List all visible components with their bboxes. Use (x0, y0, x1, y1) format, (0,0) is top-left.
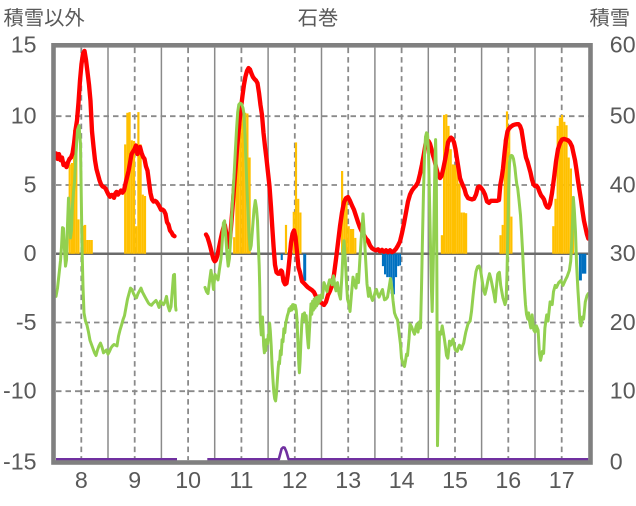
svg-text:-15: -15 (3, 449, 37, 475)
svg-text:5: 5 (24, 171, 37, 197)
svg-text:-10: -10 (3, 378, 37, 404)
svg-text:20: 20 (610, 309, 636, 335)
svg-text:30: 30 (610, 240, 636, 266)
svg-text:0: 0 (610, 449, 623, 475)
svg-text:14: 14 (389, 467, 415, 493)
svg-text:13: 13 (335, 467, 361, 493)
svg-text:40: 40 (610, 171, 636, 197)
svg-text:0: 0 (24, 240, 37, 266)
svg-text:60: 60 (610, 32, 636, 58)
svg-text:10: 10 (11, 103, 37, 129)
svg-text:15: 15 (11, 32, 37, 58)
svg-text:11: 11 (229, 467, 253, 493)
svg-text:9: 9 (128, 467, 141, 493)
svg-text:16: 16 (495, 467, 521, 493)
svg-text:10: 10 (610, 378, 636, 404)
svg-text:50: 50 (610, 103, 636, 129)
svg-text:12: 12 (282, 467, 308, 493)
svg-text:15: 15 (442, 467, 468, 493)
svg-text:-5: -5 (16, 309, 37, 335)
svg-text:17: 17 (549, 467, 575, 493)
svg-text:10: 10 (175, 467, 201, 493)
svg-text:8: 8 (75, 467, 88, 493)
